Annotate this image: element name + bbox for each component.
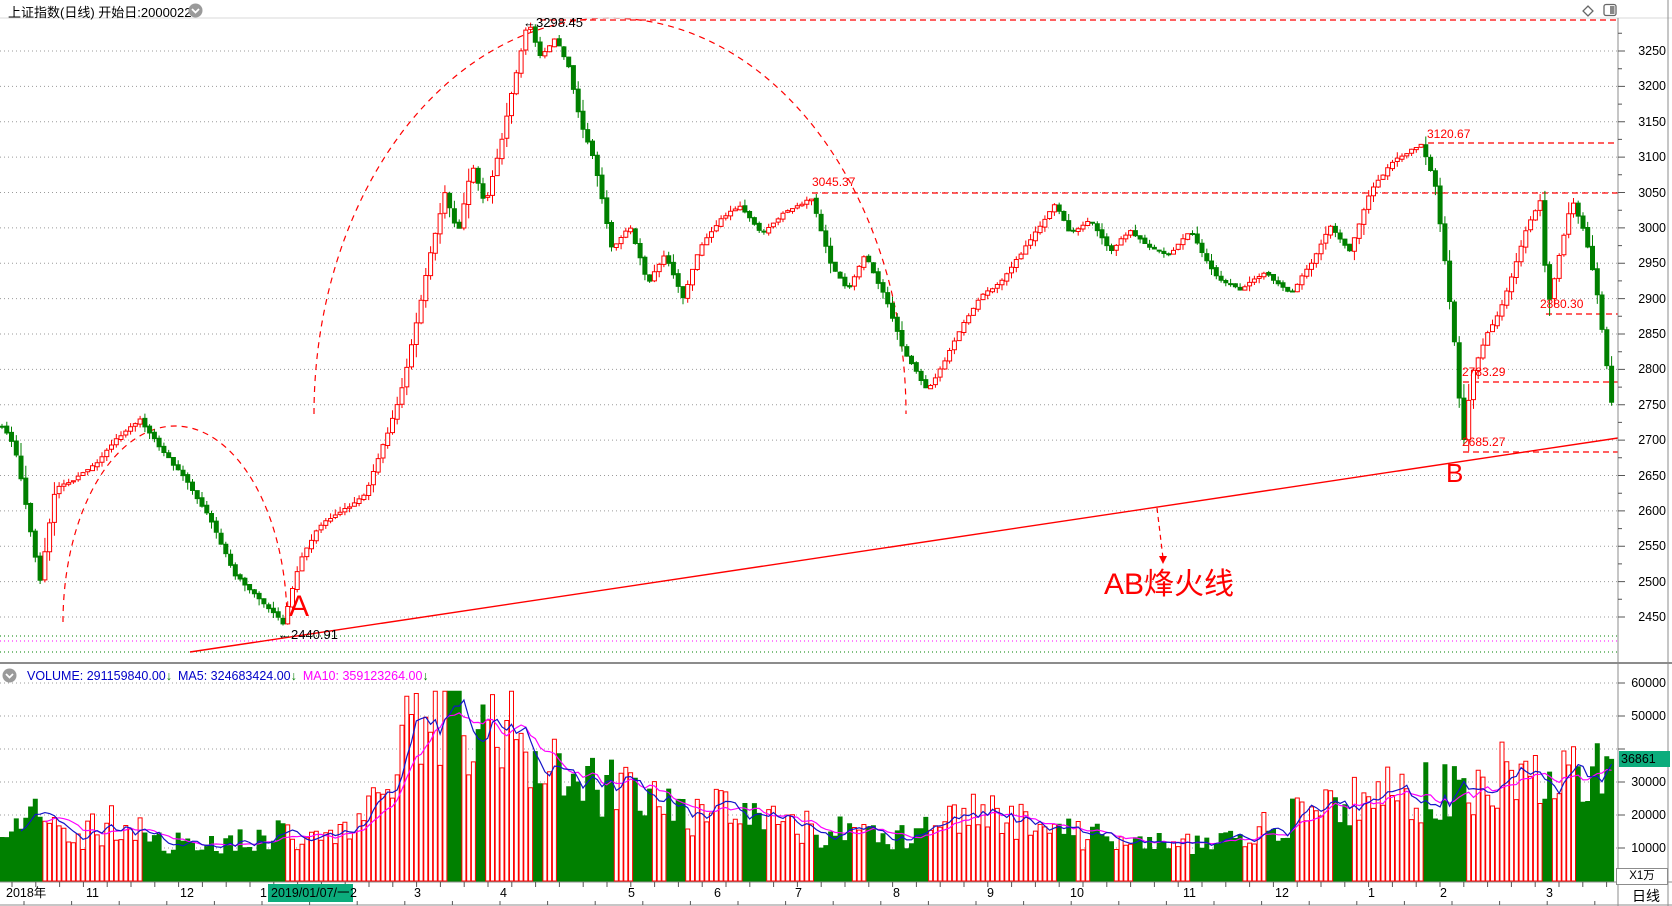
indicator-value: VOLUME: 291159840.00 [27,668,166,683]
price-axis-label: 2700 [1638,433,1666,448]
price-axis-label: 3250 [1638,44,1666,58]
volume-indicator-header: VOLUME: 291159840.00↓ MA5: 324683424.00↓ M… [2,668,429,683]
time-axis-label: 12 [1275,886,1289,900]
indicator-value: MA5: 324683424.00 [178,668,291,683]
price-axis-label: 2900 [1638,291,1666,306]
price-axis-label: 2450 [1638,610,1666,624]
price-axis-label: 2850 [1638,327,1666,341]
time-axis-label: 2018年 [6,886,47,900]
volume-indicator-values: VOLUME: 291159840.00↓ MA5: 324683424.00↓ M… [21,669,429,683]
price-axis-label: 3150 [1638,114,1666,129]
current-volume-tag: 36861 [1619,751,1670,767]
price-axis-label: 2600 [1638,503,1666,518]
time-axis-label: 9 [987,886,994,900]
time-axis-label: 11 [1183,886,1196,900]
volume-axis-label: 50000 [1631,709,1666,723]
volume-axis-label: 30000 [1631,775,1666,789]
panel-toggle-icon[interactable] [1602,2,1618,23]
time-axis-label: 1 [260,886,267,900]
price-axis-label: 2950 [1638,256,1666,271]
annotation-point-a: A [289,590,310,623]
period-selector[interactable]: 日线 [1632,888,1660,904]
time-axis-label: 10 [1070,886,1084,900]
annotation-ab-line-label: AB烽火线 [1104,568,1235,601]
chevron-down-circle-icon[interactable] [188,3,203,23]
time-axis-label: 5 [628,886,635,900]
time-axis-label: 3 [414,886,421,900]
down-arrow-icon: ↓ [422,668,429,683]
annotation-high-3298: ←3298.45 [523,15,583,30]
volume-axis-label: 10000 [1631,841,1666,855]
annotation-low-2440: ←2440.91 [278,627,338,642]
price-axis-label: 3200 [1638,79,1666,94]
time-axis-label: 12 [180,886,194,900]
volume-axis-label: 60000 [1631,676,1666,690]
price-axis-label: 3100 [1638,150,1666,165]
annotation-point-b: B [1446,458,1464,488]
time-axis-label: 2 [1440,886,1447,900]
price-axis-label: 2650 [1638,468,1666,483]
indicator-value: MA10: 359123264.00 [302,668,423,683]
time-axis-label: 6 [714,886,721,900]
price-axis-label: 2550 [1638,539,1666,554]
annotation-level-2685: 2685.27 [1462,435,1506,449]
time-axis-label: 1 [1368,886,1375,900]
annotation-level-3045: 3045.37 [812,175,856,189]
price-axis-label: 2800 [1638,362,1666,377]
time-axis-label: 11 [86,886,99,900]
volume-axis-label: 20000 [1631,808,1666,822]
chart-title: 上证指数(日线) 开始日:20000227 [8,5,199,20]
annotation-level-2783: 2783.29 [1462,365,1506,379]
annotation-level-2880: 2880.30 [1540,297,1584,311]
chevron-down-circle-icon[interactable] [2,668,17,683]
time-axis-label: 8 [893,886,900,900]
price-axis-label: 2500 [1638,574,1666,589]
time-axis-label: 2 [350,886,357,900]
price-axis-label: 3050 [1638,185,1666,200]
annotation-level-3120: 3120.67 [1427,127,1471,141]
down-arrow-icon: ↓ [290,668,297,683]
price-axis-label: 2750 [1638,397,1666,412]
volume-unit-label: X1万 [1616,868,1668,885]
crosshair-date-tag: 2019/01/07/一 [268,884,353,902]
diamond-icon[interactable] [1580,3,1596,24]
down-arrow-icon: ↓ [165,668,173,683]
time-axis-label: 4 [500,886,507,900]
time-axis-label: 3 [1546,886,1553,900]
price-axis-label: 3000 [1638,220,1666,235]
time-axis-label: 7 [795,886,802,900]
